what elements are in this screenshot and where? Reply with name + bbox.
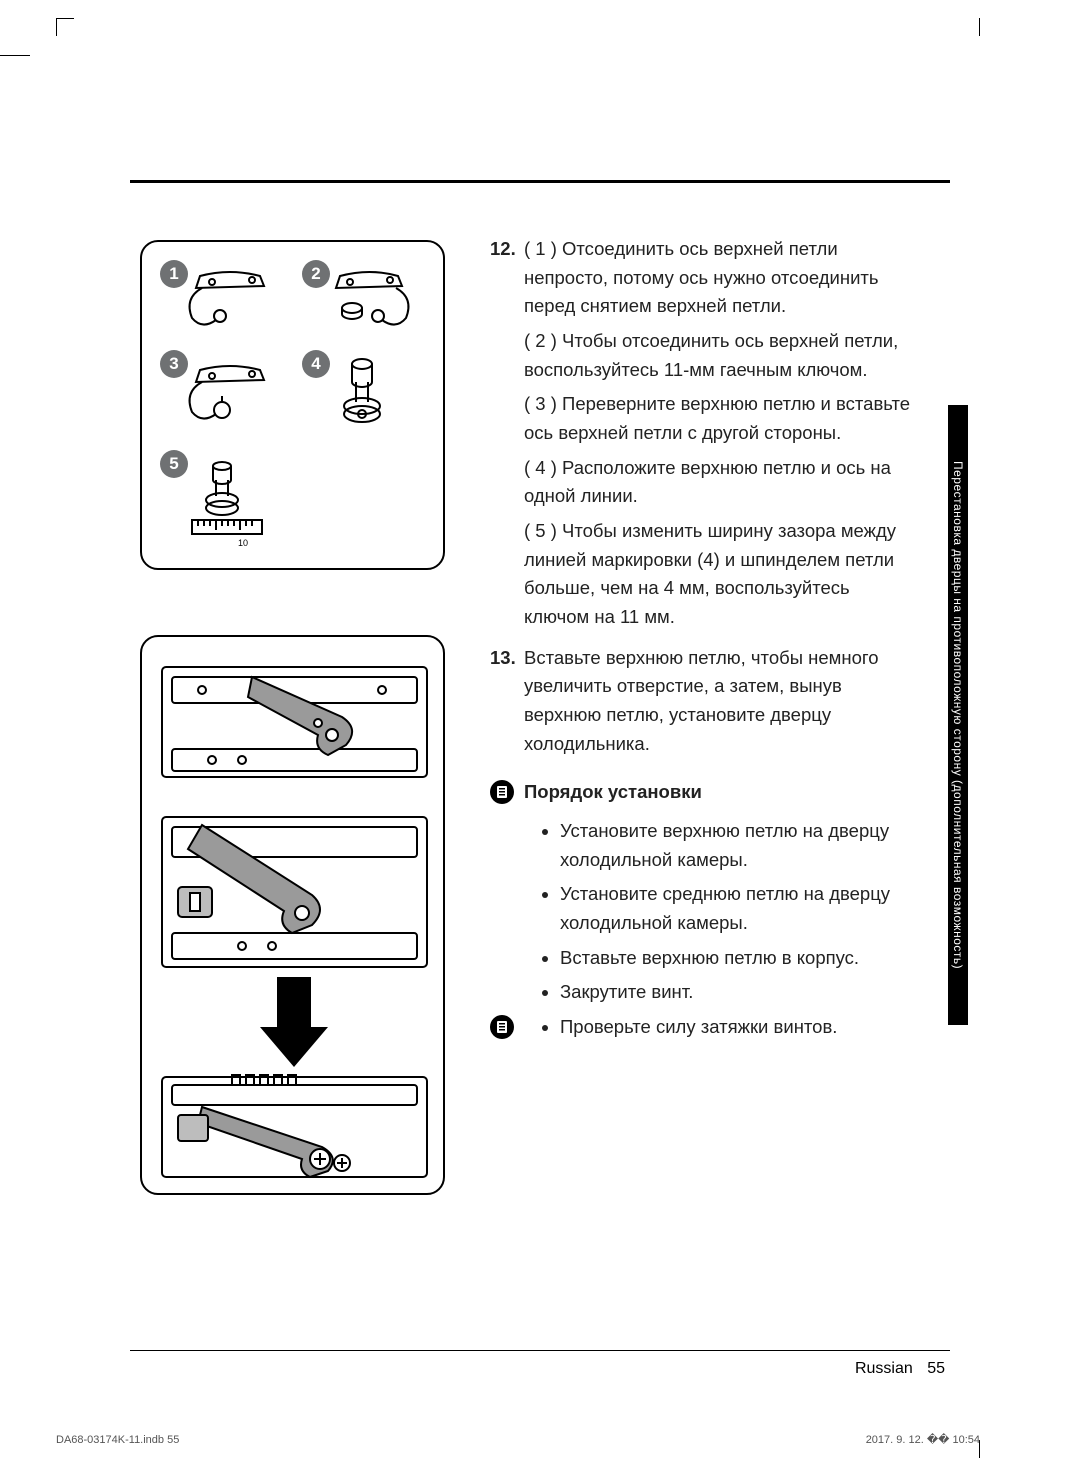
step-12-p2: ( 2 ) Чтобы отсоединить ось верхней петл… bbox=[524, 327, 920, 384]
step-12-p4: ( 4 ) Расположите верхнюю петлю и ось на… bbox=[524, 454, 920, 511]
callout-2: 2 bbox=[302, 260, 330, 288]
install-item-4: Закрутите винт. bbox=[560, 978, 920, 1007]
footer-rule bbox=[130, 1350, 950, 1351]
note-install-order: Порядок установки bbox=[490, 778, 920, 807]
footer-page: Russian 55 bbox=[855, 1360, 945, 1378]
crop-mark-tl-h bbox=[0, 55, 30, 56]
check-list: Проверьте силу затяжки винтов. bbox=[560, 1013, 837, 1042]
step-13-num: 13. bbox=[490, 644, 524, 765]
crop-mark-tl bbox=[56, 18, 74, 36]
step-12-num: 12. bbox=[490, 235, 524, 638]
section-tab: Перестановка дверцы на противоположную с… bbox=[948, 405, 968, 1025]
step-12: 12. ( 1 ) Отсоединить ось верхней петли … bbox=[490, 235, 920, 638]
check-row: Проверьте силу затяжки винтов. bbox=[490, 1013, 920, 1042]
ruler-label: 10 bbox=[238, 538, 248, 548]
callout-4: 4 bbox=[302, 350, 330, 378]
callout-3: 3 bbox=[160, 350, 188, 378]
check-icon bbox=[490, 1015, 514, 1039]
step-13: 13. Вставьте верхнюю петлю, чтобы немног… bbox=[490, 644, 920, 765]
check-item: Проверьте силу затяжки винтов. bbox=[560, 1013, 837, 1042]
note-icon bbox=[490, 780, 514, 804]
footer-lang: Russian bbox=[855, 1360, 913, 1377]
printmark-right: 2017. 9. 12. �� 10:54 bbox=[866, 1433, 980, 1446]
step-12-p3: ( 3 ) Переверните верхнюю петлю и вставь… bbox=[524, 390, 920, 447]
crop-mark-tr bbox=[979, 18, 980, 36]
step-13-body: Вставьте верхнюю петлю, чтобы немного ув… bbox=[524, 644, 920, 759]
step-12-p5: ( 5 ) Чтобы изменить ширину зазора между… bbox=[524, 517, 920, 632]
top-rule bbox=[130, 180, 950, 183]
figure-hinge-parts-svg: 10 bbox=[142, 242, 447, 572]
figure-hinge-install bbox=[140, 635, 445, 1195]
instruction-text: 12. ( 1 ) Отсоединить ось верхней петли … bbox=[490, 235, 920, 1042]
install-item-3: Вставьте верхнюю петлю в корпус. bbox=[560, 944, 920, 973]
install-list: Установите верхнюю петлю на дверцу холод… bbox=[560, 817, 920, 1007]
printmark-left: DA68-03174K-11.indb 55 bbox=[56, 1434, 179, 1446]
figure-hinge-install-svg bbox=[142, 637, 447, 1197]
install-item-1: Установите верхнюю петлю на дверцу холод… bbox=[560, 817, 920, 874]
footer-pagenum: 55 bbox=[927, 1360, 945, 1377]
callout-1: 1 bbox=[160, 260, 188, 288]
callout-5: 5 bbox=[160, 450, 188, 478]
figure-hinge-parts: 1 2 3 4 5 bbox=[140, 240, 445, 570]
step-12-p1: ( 1 ) Отсоединить ось верхней петли непр… bbox=[524, 235, 920, 321]
note-title: Порядок установки bbox=[524, 778, 702, 807]
install-item-2: Установите среднюю петлю на дверцу холод… bbox=[560, 880, 920, 937]
